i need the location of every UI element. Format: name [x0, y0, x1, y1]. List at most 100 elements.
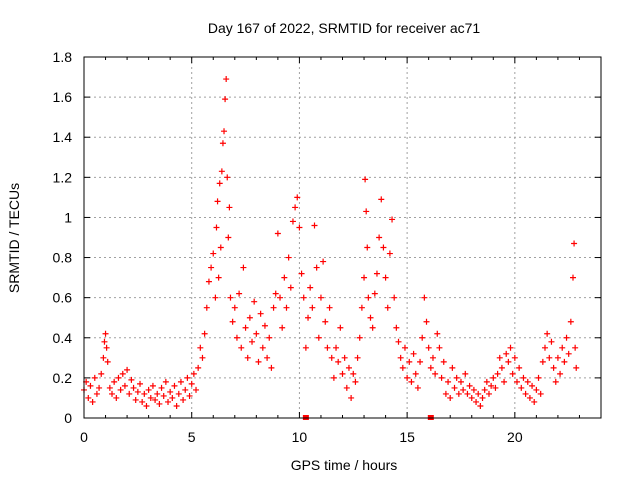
- data-point: [522, 390, 529, 397]
- data-point: [348, 394, 355, 401]
- data-point: [240, 264, 247, 271]
- data-point: [529, 382, 536, 389]
- data-point: [226, 204, 233, 211]
- x-tick-label: 20: [507, 429, 523, 445]
- data-point: [541, 344, 548, 351]
- data-point: [246, 314, 253, 321]
- data-point: [531, 398, 538, 405]
- data-point: [175, 390, 182, 397]
- data-point: [134, 388, 141, 395]
- data-point: [488, 382, 495, 389]
- data-point: [231, 304, 238, 311]
- data-point: [285, 254, 292, 261]
- data-point: [526, 394, 533, 401]
- data-point: [309, 304, 316, 311]
- data-point: [139, 398, 146, 405]
- y-tick-label: 0.6: [53, 290, 73, 306]
- data-point: [470, 386, 477, 393]
- data-point: [453, 374, 460, 381]
- data-point: [386, 250, 393, 257]
- data-point: [212, 294, 219, 301]
- data-point: [473, 398, 480, 405]
- data-point: [442, 390, 449, 397]
- data-point: [221, 128, 228, 135]
- data-point: [373, 270, 380, 277]
- data-point: [143, 402, 150, 409]
- data-point: [193, 386, 200, 393]
- data-point: [382, 274, 389, 281]
- data-point: [406, 358, 413, 365]
- data-point: [126, 390, 133, 397]
- data-point: [477, 402, 484, 409]
- data-point: [182, 386, 189, 393]
- data-point: [412, 370, 419, 377]
- data-point: [429, 354, 436, 361]
- data-point: [397, 354, 404, 361]
- data-point: [158, 384, 165, 391]
- data-point: [195, 364, 202, 371]
- data-point: [356, 334, 363, 341]
- data-point: [391, 294, 398, 301]
- data-point: [404, 374, 411, 381]
- data-point: [445, 378, 452, 385]
- y-tick-label: 1.6: [53, 89, 73, 105]
- data-point: [244, 354, 251, 361]
- data-point: [496, 354, 503, 361]
- data-point: [537, 390, 544, 397]
- data-point: [479, 394, 486, 401]
- data-point: [401, 344, 408, 351]
- data-point: [215, 274, 222, 281]
- data-point: [296, 224, 303, 231]
- data-point: [350, 370, 357, 377]
- data-point: [464, 390, 471, 397]
- data-point: [516, 364, 523, 371]
- data-point: [302, 344, 309, 351]
- data-point: [98, 370, 105, 377]
- data-point: [236, 290, 243, 297]
- data-point: [498, 364, 505, 371]
- data-point: [315, 334, 322, 341]
- data-point: [335, 358, 342, 365]
- y-tick-label: 0.2: [53, 370, 73, 386]
- data-point: [117, 386, 124, 393]
- data-point: [227, 294, 234, 301]
- data-point: [307, 284, 314, 291]
- data-point: [102, 330, 109, 337]
- data-point: [423, 318, 430, 325]
- data-point: [509, 370, 516, 377]
- data-point: [363, 208, 370, 215]
- data-point: [268, 364, 275, 371]
- data-point: [101, 338, 108, 345]
- data-point: [224, 174, 231, 181]
- data-point: [505, 358, 512, 365]
- data-point: [213, 224, 220, 231]
- data-point: [132, 396, 139, 403]
- data-point: [162, 378, 169, 385]
- data-point: [160, 392, 167, 399]
- data-point: [399, 364, 406, 371]
- data-point: [559, 344, 566, 351]
- data-point: [223, 76, 230, 83]
- data-point: [233, 334, 240, 341]
- y-axis-label: SRMTID / TECUs: [6, 183, 22, 293]
- data-point: [257, 310, 264, 317]
- data-point: [485, 390, 492, 397]
- data-point: [369, 324, 376, 331]
- data-point: [513, 378, 520, 385]
- data-point: [330, 374, 337, 381]
- data-point: [364, 244, 371, 251]
- data-point: [518, 384, 525, 391]
- data-point: [460, 386, 467, 393]
- data-point: [264, 354, 271, 361]
- data-point: [253, 330, 260, 337]
- data-point: [167, 388, 174, 395]
- data-point: [298, 270, 305, 277]
- data-point: [261, 322, 268, 329]
- data-point: [565, 350, 572, 357]
- data-point: [447, 394, 454, 401]
- data-point: [217, 244, 224, 251]
- data-point: [535, 374, 542, 381]
- data-point: [281, 274, 288, 281]
- data-point: [201, 330, 208, 337]
